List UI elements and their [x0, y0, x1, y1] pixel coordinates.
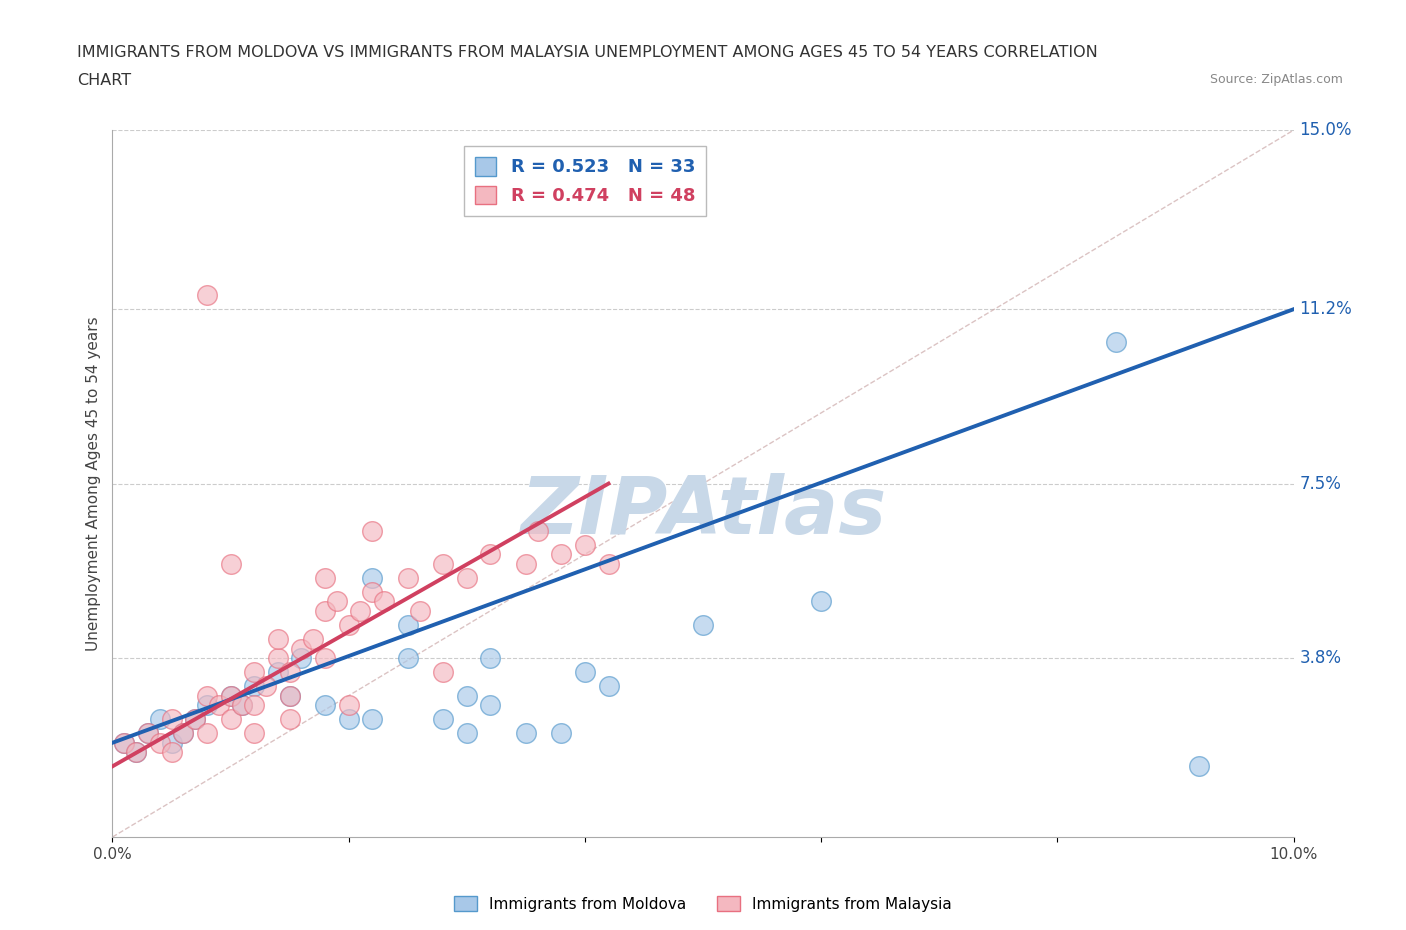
- Point: [231, 698, 253, 712]
- Point: [479, 650, 502, 665]
- Legend: Immigrants from Moldova, Immigrants from Malaysia: Immigrants from Moldova, Immigrants from…: [449, 889, 957, 918]
- Legend: R = 0.523   N = 33, R = 0.474   N = 48: R = 0.523 N = 33, R = 0.474 N = 48: [464, 146, 706, 216]
- Point: [574, 538, 596, 552]
- Point: [432, 665, 454, 680]
- Point: [396, 650, 419, 665]
- Point: [267, 665, 290, 680]
- Point: [184, 711, 207, 726]
- Point: [396, 618, 419, 632]
- Point: [243, 679, 266, 694]
- Point: [160, 736, 183, 751]
- Point: [195, 688, 218, 703]
- Point: [598, 679, 620, 694]
- Point: [219, 688, 242, 703]
- Point: [1188, 759, 1211, 774]
- Point: [314, 604, 336, 618]
- Point: [361, 711, 384, 726]
- Text: IMMIGRANTS FROM MOLDOVA VS IMMIGRANTS FROM MALAYSIA UNEMPLOYMENT AMONG AGES 45 T: IMMIGRANTS FROM MOLDOVA VS IMMIGRANTS FR…: [77, 46, 1098, 60]
- Point: [172, 726, 194, 741]
- Point: [219, 556, 242, 571]
- Point: [479, 698, 502, 712]
- Point: [125, 745, 148, 760]
- Point: [195, 698, 218, 712]
- Point: [172, 726, 194, 741]
- Point: [337, 698, 360, 712]
- Point: [432, 556, 454, 571]
- Text: 15.0%: 15.0%: [1299, 121, 1353, 140]
- Point: [349, 604, 371, 618]
- Point: [278, 665, 301, 680]
- Point: [149, 711, 172, 726]
- Point: [432, 711, 454, 726]
- Point: [373, 594, 395, 609]
- Text: ZIPAtlas: ZIPAtlas: [520, 472, 886, 551]
- Point: [136, 726, 159, 741]
- Point: [479, 547, 502, 562]
- Point: [195, 287, 218, 302]
- Point: [208, 698, 231, 712]
- Point: [243, 726, 266, 741]
- Point: [290, 650, 312, 665]
- Point: [314, 698, 336, 712]
- Text: 11.2%: 11.2%: [1299, 300, 1353, 318]
- Point: [125, 745, 148, 760]
- Point: [526, 524, 548, 538]
- Point: [136, 726, 159, 741]
- Point: [574, 665, 596, 680]
- Point: [515, 726, 537, 741]
- Point: [267, 650, 290, 665]
- Point: [219, 711, 242, 726]
- Point: [456, 688, 478, 703]
- Point: [278, 688, 301, 703]
- Point: [456, 726, 478, 741]
- Point: [550, 547, 572, 562]
- Point: [278, 711, 301, 726]
- Point: [810, 594, 832, 609]
- Point: [550, 726, 572, 741]
- Text: CHART: CHART: [77, 73, 131, 88]
- Point: [326, 594, 349, 609]
- Point: [361, 524, 384, 538]
- Point: [278, 688, 301, 703]
- Point: [290, 641, 312, 656]
- Point: [231, 698, 253, 712]
- Point: [219, 688, 242, 703]
- Point: [456, 570, 478, 585]
- Point: [408, 604, 430, 618]
- Point: [112, 736, 135, 751]
- Point: [337, 618, 360, 632]
- Point: [396, 570, 419, 585]
- Point: [314, 650, 336, 665]
- Point: [184, 711, 207, 726]
- Text: 3.8%: 3.8%: [1299, 649, 1341, 667]
- Point: [267, 631, 290, 646]
- Point: [160, 711, 183, 726]
- Y-axis label: Unemployment Among Ages 45 to 54 years: Unemployment Among Ages 45 to 54 years: [86, 316, 101, 651]
- Point: [337, 711, 360, 726]
- Point: [112, 736, 135, 751]
- Point: [692, 618, 714, 632]
- Text: Source: ZipAtlas.com: Source: ZipAtlas.com: [1209, 73, 1343, 86]
- Point: [243, 698, 266, 712]
- Point: [160, 745, 183, 760]
- Point: [149, 736, 172, 751]
- Point: [195, 726, 218, 741]
- Text: 7.5%: 7.5%: [1299, 474, 1341, 493]
- Point: [361, 585, 384, 600]
- Point: [254, 679, 277, 694]
- Point: [243, 665, 266, 680]
- Point: [314, 570, 336, 585]
- Point: [361, 570, 384, 585]
- Point: [302, 631, 325, 646]
- Point: [515, 556, 537, 571]
- Point: [598, 556, 620, 571]
- Point: [1105, 335, 1128, 350]
